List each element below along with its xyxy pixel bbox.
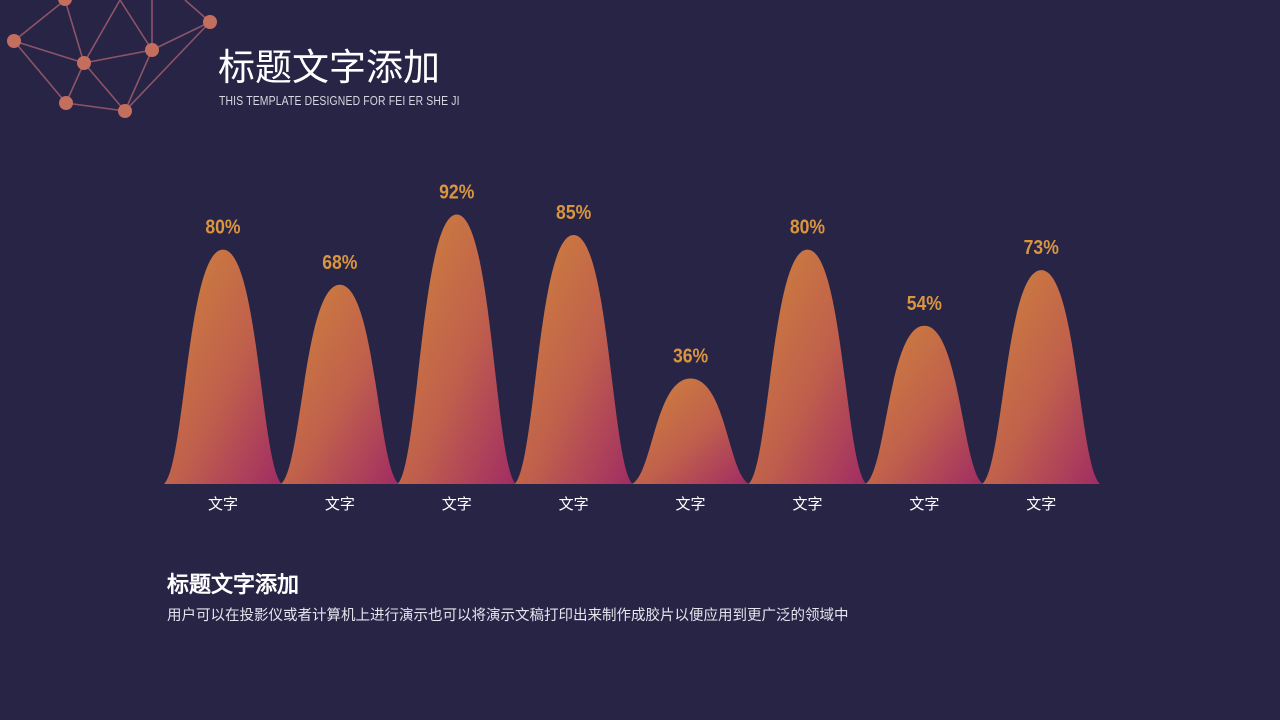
chart-category-label-6: 文字 [792,495,822,513]
chart-value-label-4: 85% [556,201,591,223]
chart-bell-4 [514,234,633,484]
section-title: 标题文字添加 [167,573,300,598]
chart-category-label-4: 文字 [559,495,589,513]
network-decoration [7,0,217,118]
chart-bell-2 [280,284,399,484]
chart-bell-3 [397,214,516,484]
chart-bell-8 [982,270,1101,484]
chart-bell-5 [631,378,750,484]
chart-category-label-3: 文字 [442,495,472,513]
chart-value-labels: 80% 68% 92% 85% 36% 80% 54% 73% [205,180,1059,366]
page-title: 标题文字添加 [218,46,440,89]
chart-value-label-6: 80% [790,216,825,238]
chart-bell-1 [164,249,282,484]
chart-category-label-8: 文字 [1026,495,1056,513]
chart-category-label-1: 文字 [208,495,238,513]
chart-series [164,214,1101,484]
chart-category-label-5: 文字 [676,495,706,513]
chart-category-label-2: 文字 [325,495,355,513]
chart-value-label-8: 73% [1024,236,1059,258]
network-lines [13,0,211,112]
chart-category-labels: 文字 文字 文字 文字 文字 文字 文字 文字 [208,495,1056,513]
page-subtitle: THIS TEMPLATE DESIGNED FOR FEI ER SHE JI [219,93,460,108]
chart-value-label-3: 92% [439,180,474,202]
chart-value-label-2: 68% [322,251,357,273]
chart-bell-6 [748,249,867,484]
section-description: 用户可以在投影仪或者计算机上进行演示也可以将演示文稿打印出来制作成胶片以便应用到… [167,608,849,624]
network-nodes [7,0,217,118]
chart-category-label-7: 文字 [909,495,939,513]
chart-value-label-5: 36% [673,344,708,366]
chart-bell-7 [865,325,984,484]
chart-value-label-7: 54% [907,292,942,314]
chart-value-label-1: 80% [205,216,240,238]
